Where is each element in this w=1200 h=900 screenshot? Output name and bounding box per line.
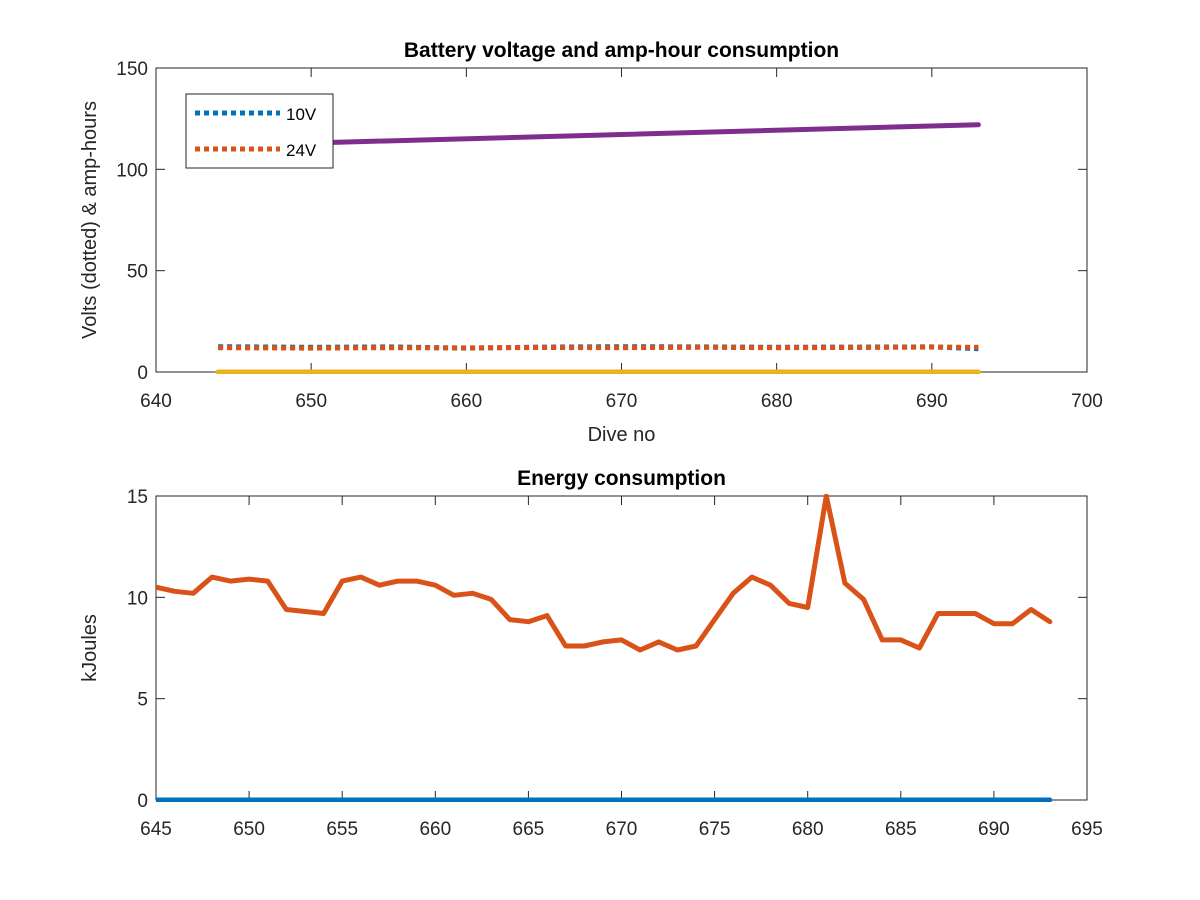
x-tick-label: 690 (978, 819, 1010, 840)
x-tick-label: 660 (419, 819, 451, 840)
x-tick-label: 650 (295, 391, 327, 412)
x-tick-label: 645 (140, 819, 172, 840)
y-tick-label: 100 (116, 160, 148, 181)
x-tick-label: 650 (233, 819, 265, 840)
y-axis-label: kJoules (79, 614, 101, 682)
series-24v-line (218, 344, 979, 351)
x-axis-label: Dive no (588, 424, 656, 446)
series-group (215, 122, 981, 374)
y-tick-label: 0 (137, 791, 148, 812)
x-tick-label: 675 (699, 819, 731, 840)
series-line-1 (156, 494, 1053, 653)
series-line-3 (308, 122, 981, 146)
y-tick-label: 5 (137, 690, 148, 711)
x-tick-label: 680 (761, 391, 793, 412)
legend-label-10v: 10V (286, 105, 317, 124)
voltage-chart: 640 650 660 670 680 690 700 0 50 100 150 Battery vo… (79, 39, 1103, 446)
y-tick-label: 10 (127, 588, 148, 609)
legend-box (185, 93, 334, 169)
x-tick-label: 665 (513, 819, 545, 840)
y-tick-label: 0 (137, 363, 148, 384)
y-axis-label: Volts (dotted) & amp-hours (79, 101, 101, 339)
x-tick-label: 695 (1071, 819, 1103, 840)
x-tick-label: 685 (885, 819, 917, 840)
x-tick-label: 660 (450, 391, 482, 412)
x-tick-label: 670 (606, 391, 638, 412)
y-tick-label: 15 (127, 487, 148, 508)
x-tick-label: 640 (140, 391, 172, 412)
x-tick-label: 700 (1071, 391, 1103, 412)
chart-title: Battery voltage and amp-hour consumption (404, 39, 839, 62)
chart-title: Energy consumption (517, 467, 726, 490)
x-tick-label: 680 (792, 819, 824, 840)
series-group (156, 494, 1053, 802)
axes-box (155, 495, 1088, 801)
x-tick-label: 670 (606, 819, 638, 840)
x-tick-label: 690 (916, 391, 948, 412)
energy-chart: 645 650 655 660 665 670 675 680 685 690 695 0 5 10 15 E… (79, 467, 1103, 840)
y-tick-label: 50 (127, 262, 148, 283)
legend-label-24v: 24V (286, 141, 317, 160)
y-tick-label: 150 (116, 59, 148, 80)
x-tick-label: 655 (326, 819, 358, 840)
